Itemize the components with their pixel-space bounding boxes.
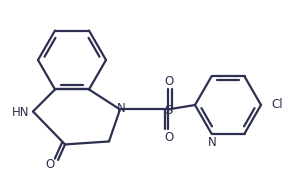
Text: Cl: Cl xyxy=(271,98,283,112)
Text: O: O xyxy=(164,131,174,144)
Text: HN: HN xyxy=(12,106,30,119)
Text: O: O xyxy=(46,159,55,171)
Text: N: N xyxy=(117,102,125,115)
Text: O: O xyxy=(164,75,174,88)
Text: S: S xyxy=(164,104,172,117)
Text: N: N xyxy=(208,136,217,149)
